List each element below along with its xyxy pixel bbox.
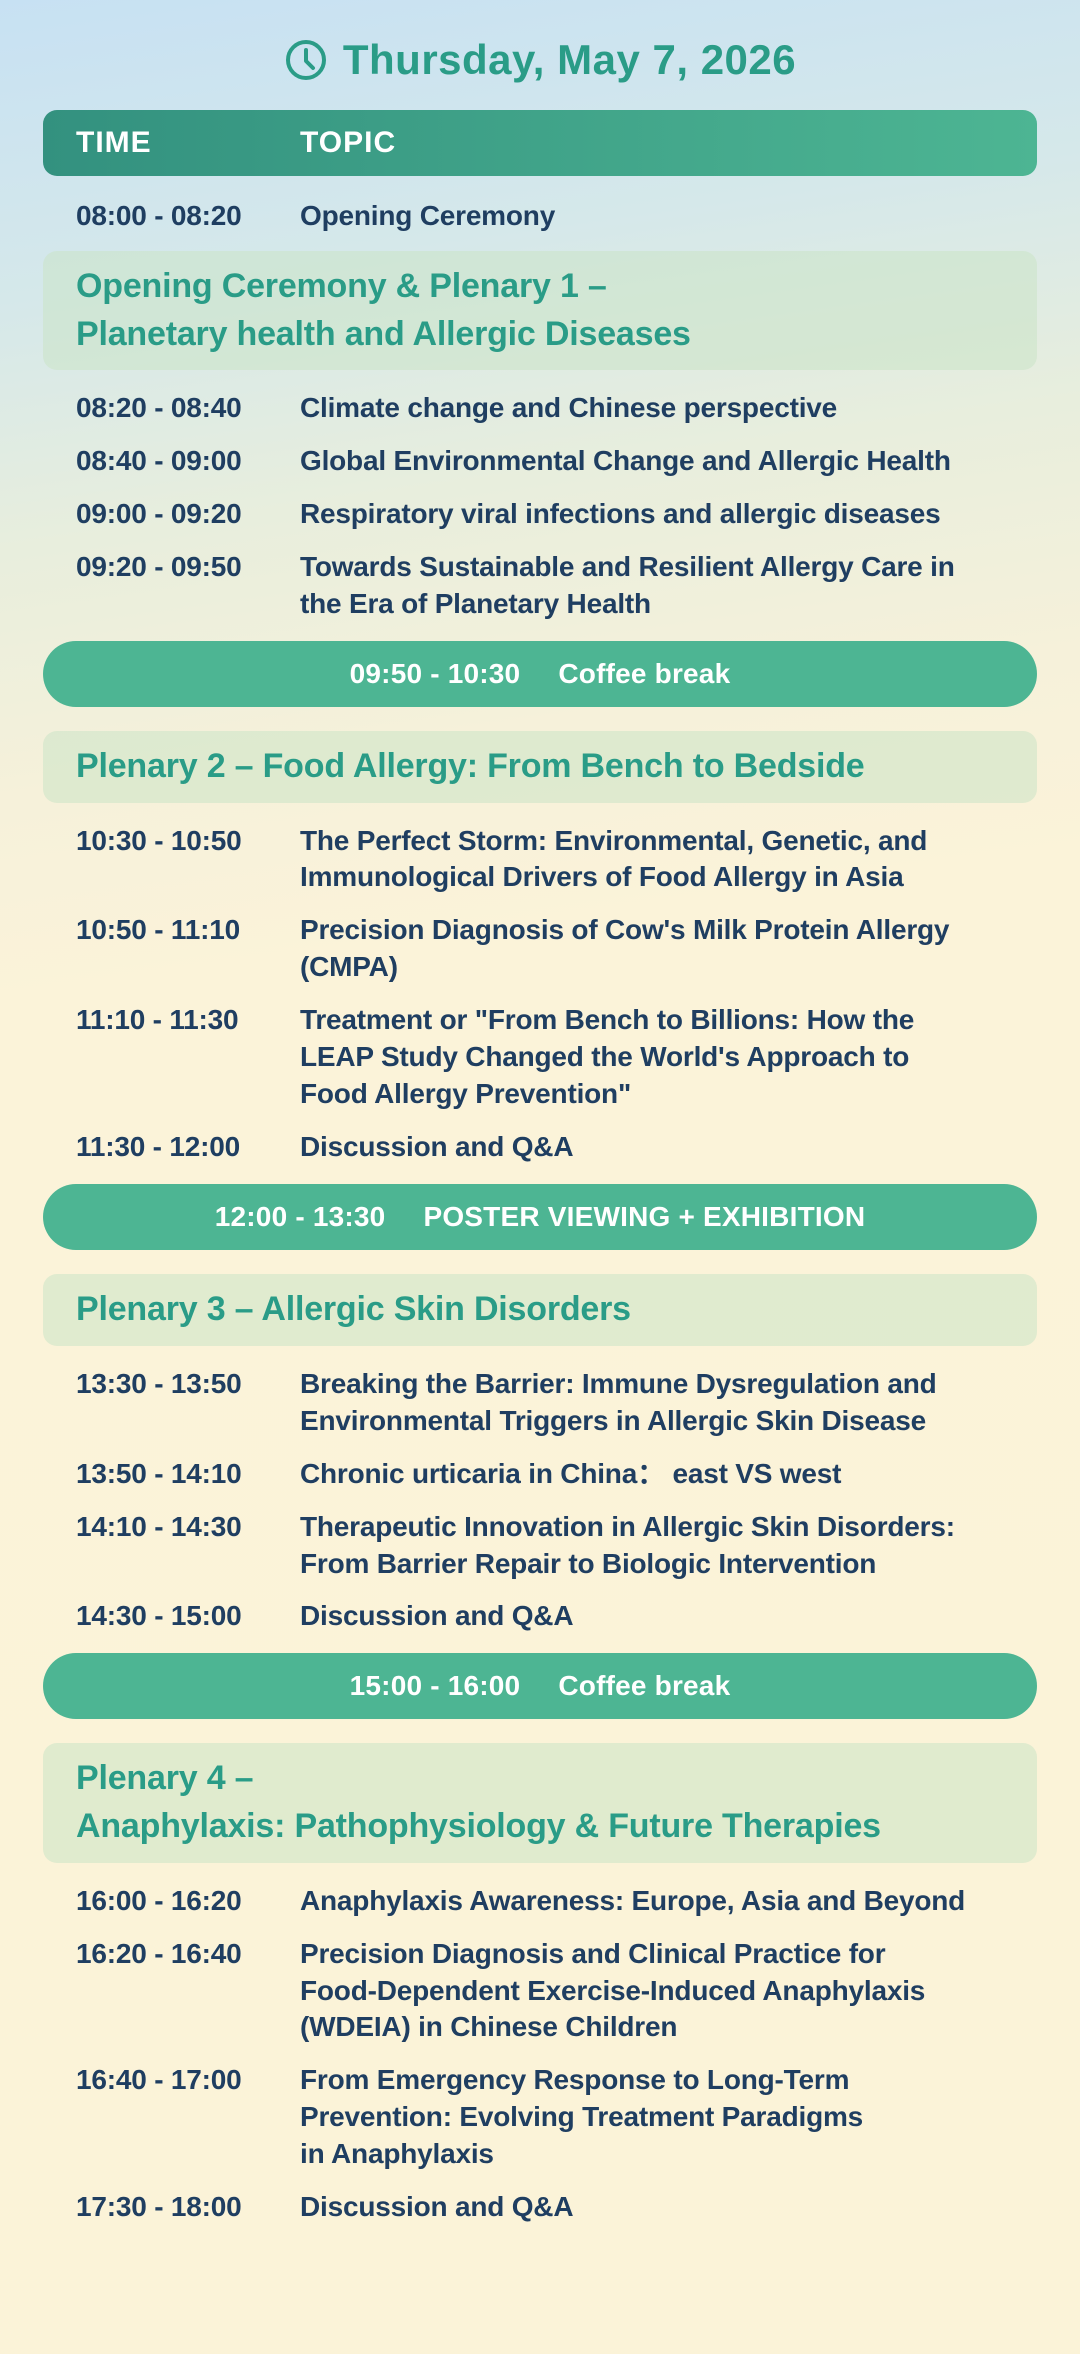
- session-topic: Global Environmental Change and Allergic…: [300, 445, 951, 477]
- section-title: Plenary 4 – Anaphylaxis: Pathophysiology…: [76, 1759, 881, 1846]
- session-time: 16:40 - 17:00: [76, 2064, 242, 2096]
- session-row: 16:20 - 16:40 Precision Diagnosis and Cl…: [43, 1936, 1037, 2047]
- session-row: 09:00 - 09:20 Respiratory viral infectio…: [43, 496, 1037, 533]
- session-time: 13:30 - 13:50: [76, 1367, 242, 1399]
- section-header: Plenary 2 – Food Allergy: From Bench to …: [43, 730, 1037, 803]
- session-row: 08:00 - 08:20 Opening Ceremony: [43, 198, 1037, 235]
- session-topic: Respiratory viral infections and allergi…: [300, 498, 941, 530]
- session-time: 08:40 - 09:00: [76, 445, 242, 477]
- session-topic: Towards Sustainable and Resilient Allerg…: [300, 551, 955, 619]
- section-header: Plenary 3 – Allergic Skin Disorders: [43, 1274, 1037, 1346]
- session-topic: The Perfect Storm: Environmental, Geneti…: [300, 824, 928, 893]
- break-label: Coffee break: [558, 1670, 731, 1702]
- session-row: 10:50 - 11:10 Precision Diagnosis of Cow…: [43, 912, 1037, 986]
- schedule-page: Thursday, May 7, 2026 TIME TOPIC 08:00 -…: [43, 34, 1037, 2226]
- session-row: 08:20 - 08:40 Climate change and Chinese…: [43, 390, 1037, 427]
- session-row: 14:30 - 15:00 Discussion and Q&A: [43, 1598, 1037, 1635]
- session-row: 09:20 - 09:50 Towards Sustainable and Re…: [43, 549, 1037, 623]
- break-bar: 15:00 - 16:00 Coffee break: [43, 1653, 1037, 1720]
- session-time: 09:20 - 09:50: [76, 551, 242, 582]
- clock-icon: [285, 40, 326, 80]
- session-time: 11:30 - 12:00: [76, 1131, 240, 1163]
- topic-column-header: TOPIC: [300, 126, 397, 159]
- session-time: 08:20 - 08:40: [76, 392, 242, 424]
- section-title: Opening Ceremony & Plenary 1 – Planetary…: [76, 266, 691, 353]
- section-title: Plenary 2 – Food Allergy: From Bench to …: [76, 746, 865, 785]
- session-row: 16:40 - 17:00 From Emergency Response to…: [43, 2062, 1037, 2173]
- session-row: 17:30 - 18:00 Discussion and Q&A: [43, 2189, 1037, 2226]
- break-label: Coffee break: [558, 657, 731, 689]
- session-topic: Treatment or "From Bench to Billions: Ho…: [300, 1004, 915, 1110]
- session-row: 14:10 - 14:30 Therapeutic Innovation in …: [43, 1509, 1037, 1583]
- break-label: POSTER VIEWING + EXHIBITION: [423, 1201, 866, 1233]
- session-time: 17:30 - 18:00: [76, 2191, 242, 2223]
- session-row: 11:10 - 11:30 Treatment or "From Bench t…: [43, 1002, 1037, 1113]
- session-row: 13:50 - 14:10 Chronic urticaria in China…: [43, 1456, 1037, 1493]
- date-header: Thursday, May 7, 2026: [43, 34, 1037, 86]
- session-topic: Breaking the Barrier: Immune Dysregulati…: [300, 1367, 937, 1436]
- session-time: 10:30 - 10:50: [76, 824, 242, 856]
- session-row: 16:00 - 16:20 Anaphylaxis Awareness: Eur…: [43, 1883, 1037, 1920]
- session-topic: Precision Diagnosis and Clinical Practic…: [300, 1937, 926, 2043]
- section-title: Plenary 3 – Allergic Skin Disorders: [76, 1290, 631, 1329]
- break-bar: 09:50 - 10:30 Coffee break: [43, 640, 1037, 707]
- session-time: 10:50 - 11:10: [76, 914, 240, 946]
- session-topic: Opening Ceremony: [300, 200, 556, 231]
- break-time: 09:50 - 10:30: [349, 657, 521, 689]
- session-topic: Discussion and Q&A: [300, 2191, 574, 2223]
- session-time: 13:50 - 14:10: [76, 1457, 242, 1489]
- session-time: 11:10 - 11:30: [76, 1004, 239, 1036]
- session-topic: Precision Diagnosis of Cow's Milk Protei…: [300, 914, 950, 983]
- break-time: 15:00 - 16:00: [349, 1670, 521, 1702]
- session-time: 16:20 - 16:40: [76, 1937, 242, 1969]
- section-header: Plenary 4 – Anaphylaxis: Pathophysiology…: [43, 1743, 1037, 1863]
- session-time: 14:10 - 14:30: [76, 1510, 242, 1542]
- session-topic: Climate change and Chinese perspective: [300, 392, 838, 424]
- break-bar: 12:00 - 13:30 POSTER VIEWING + EXHIBITIO…: [43, 1184, 1037, 1251]
- session-row: 08:40 - 09:00 Global Environmental Chang…: [43, 443, 1037, 480]
- section-header: Opening Ceremony & Plenary 1 – Planetary…: [43, 250, 1037, 371]
- session-topic: Anaphylaxis Awareness: Europe, Asia and …: [300, 1884, 966, 1916]
- session-time: 08:00 - 08:20: [76, 200, 242, 231]
- session-topic: Chronic urticaria in China： east VS west: [300, 1457, 842, 1489]
- session-topic: Discussion and Q&A: [300, 1600, 574, 1632]
- table-header: TIME TOPIC: [43, 110, 1037, 176]
- date-title: Thursday, May 7, 2026: [342, 36, 797, 83]
- break-time: 12:00 - 13:30: [214, 1201, 386, 1233]
- time-column-header: TIME: [76, 126, 152, 159]
- session-time: 09:00 - 09:20: [76, 498, 242, 530]
- session-row: 10:30 - 10:50 The Perfect Storm: Environ…: [43, 823, 1037, 897]
- session-topic: Therapeutic Innovation in Allergic Skin …: [300, 1510, 955, 1579]
- session-row: 11:30 - 12:00 Discussion and Q&A: [43, 1129, 1037, 1166]
- session-topic: Discussion and Q&A: [300, 1131, 574, 1163]
- session-topic: From Emergency Response to Long-Term Pre…: [300, 2064, 864, 2170]
- session-time: 16:00 - 16:20: [76, 1884, 242, 1916]
- session-time: 14:30 - 15:00: [76, 1600, 242, 1632]
- session-row: 13:30 - 13:50 Breaking the Barrier: Immu…: [43, 1366, 1037, 1440]
